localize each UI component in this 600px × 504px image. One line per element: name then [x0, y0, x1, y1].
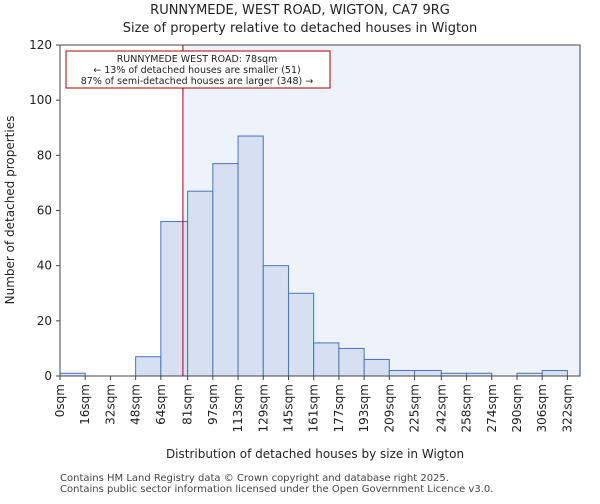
y-tick-label: 60: [37, 204, 52, 218]
bar-306sqm: [541, 369, 568, 377]
x-tick-label: 32sqm: [103, 384, 117, 425]
footer-line-2: Contains public sector information licen…: [60, 484, 494, 495]
bar-177sqm: [338, 347, 365, 377]
plot-frame: [59, 44, 581, 377]
x-axis-ticks: 0sqm 16sqm 32sqm 48sqm 64sqm 81sqm 97sqm 113sqm…: [53, 376, 574, 432]
chart-subtitle: Size of property relative to detached ho…: [123, 21, 478, 36]
y-tick-label: 100: [29, 93, 52, 107]
y-tick-label: 0: [44, 369, 52, 383]
y-tick-label: 40: [37, 259, 52, 273]
x-tick-label: 129sqm: [256, 384, 270, 432]
x-tick-label: 193sqm: [357, 384, 371, 432]
annotation-frame: [65, 50, 331, 89]
bar-97sqm: [212, 163, 239, 377]
bar-161sqm: [313, 342, 340, 377]
x-tick-label: 274sqm: [485, 384, 499, 432]
chart-title: RUNNYMEDE, WEST ROAD, WIGTON, CA7 9RG: [150, 3, 450, 18]
footer-line-1: Contains HM Land Registry data © Crown c…: [60, 473, 449, 484]
bar-225sqm: [414, 369, 442, 377]
x-tick-label: 258sqm: [460, 384, 474, 432]
y-axis-label: Number of detached properties: [3, 116, 17, 305]
x-tick-label: 97sqm: [206, 384, 220, 425]
x-tick-label: 16sqm: [78, 384, 92, 425]
bar-209sqm: [388, 369, 416, 377]
x-tick-label: 145sqm: [281, 384, 295, 432]
y-tick-label: 20: [37, 314, 52, 328]
annotation-line-1: RUNNYMEDE WEST ROAD: 78sqm: [117, 54, 278, 65]
x-axis-label: Distribution of detached houses by size …: [166, 447, 464, 461]
y-axis-ticks: 0 20 40 60 80 100 120: [29, 38, 60, 383]
annotation-line-3: 87% of semi-detached houses are larger (…: [81, 76, 314, 87]
y-tick-label: 80: [37, 148, 52, 162]
x-tick-label: 209sqm: [382, 384, 396, 432]
x-tick-label: 81sqm: [181, 384, 195, 425]
bar-81sqm: [187, 190, 214, 377]
x-tick-label: 290sqm: [510, 384, 524, 432]
bar-145sqm: [287, 292, 315, 377]
x-tick-label: 225sqm: [408, 384, 422, 432]
annotation-line-2: ← 13% of detached houses are smaller (51…: [93, 65, 300, 76]
y-tick-label: 120: [29, 38, 52, 52]
x-tick-label: 306sqm: [535, 384, 549, 432]
x-tick-label: 161sqm: [307, 384, 321, 432]
bar-48sqm: [135, 356, 162, 377]
x-tick-label: 113sqm: [231, 384, 245, 432]
x-tick-label: 48sqm: [129, 384, 143, 425]
bar-129sqm: [262, 265, 289, 377]
x-tick-label: 177sqm: [332, 384, 346, 432]
annotation-box: RUNNYMEDE WEST ROAD: 78sqm ← 13% of deta…: [65, 50, 331, 89]
x-tick-label: 322sqm: [560, 384, 574, 432]
bar-64sqm: [160, 221, 189, 377]
x-tick-label: 64sqm: [154, 384, 168, 425]
x-tick-label: 242sqm: [434, 384, 448, 432]
bar-193sqm: [363, 358, 390, 377]
bar-113sqm: [237, 135, 264, 377]
x-tick-label: 0sqm: [53, 384, 67, 417]
